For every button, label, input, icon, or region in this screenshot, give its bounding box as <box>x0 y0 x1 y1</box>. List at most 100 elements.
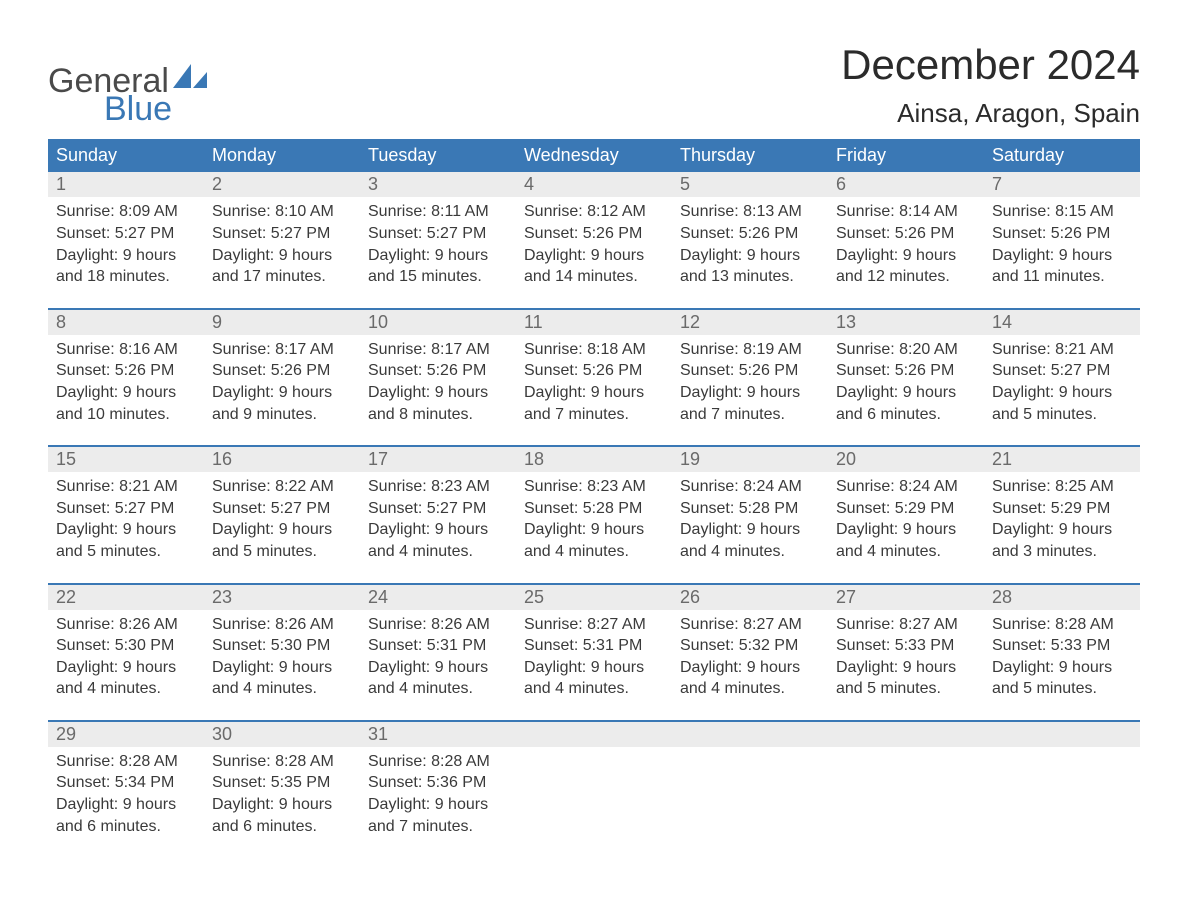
day-body <box>828 747 984 845</box>
day-sunset: Sunset: 5:30 PM <box>56 635 196 657</box>
calendar-body: 1Sunrise: 8:09 AMSunset: 5:27 PMDaylight… <box>48 172 1140 857</box>
day-daylight2: and 4 minutes. <box>836 541 976 563</box>
day-sunset: Sunset: 5:27 PM <box>212 498 352 520</box>
day-sunset: Sunset: 5:26 PM <box>368 360 508 382</box>
day-body: Sunrise: 8:15 AMSunset: 5:26 PMDaylight:… <box>984 197 1140 307</box>
day-daylight2: and 4 minutes. <box>524 678 664 700</box>
day-body: Sunrise: 8:24 AMSunset: 5:28 PMDaylight:… <box>672 472 828 582</box>
calendar-day-cell: 9Sunrise: 8:17 AMSunset: 5:26 PMDaylight… <box>204 309 360 446</box>
day-daylight2: and 5 minutes. <box>56 541 196 563</box>
day-daylight1: Daylight: 9 hours <box>368 657 508 679</box>
calendar-day-cell: 15Sunrise: 8:21 AMSunset: 5:27 PMDayligh… <box>48 446 204 583</box>
day-sunrise: Sunrise: 8:13 AM <box>680 201 820 223</box>
day-daylight2: and 4 minutes. <box>212 678 352 700</box>
day-body: Sunrise: 8:27 AMSunset: 5:33 PMDaylight:… <box>828 610 984 720</box>
weekday-header: Monday <box>204 139 360 172</box>
day-number: 13 <box>828 310 984 335</box>
day-sunrise: Sunrise: 8:09 AM <box>56 201 196 223</box>
day-daylight1: Daylight: 9 hours <box>368 519 508 541</box>
day-body: Sunrise: 8:20 AMSunset: 5:26 PMDaylight:… <box>828 335 984 445</box>
day-body: Sunrise: 8:24 AMSunset: 5:29 PMDaylight:… <box>828 472 984 582</box>
day-number: 4 <box>516 172 672 197</box>
day-sunrise: Sunrise: 8:28 AM <box>56 751 196 773</box>
day-sunset: Sunset: 5:26 PM <box>680 223 820 245</box>
day-daylight1: Daylight: 9 hours <box>524 519 664 541</box>
day-body: Sunrise: 8:21 AMSunset: 5:27 PMDaylight:… <box>48 472 204 582</box>
day-sunset: Sunset: 5:26 PM <box>524 360 664 382</box>
day-daylight1: Daylight: 9 hours <box>680 519 820 541</box>
day-daylight2: and 8 minutes. <box>368 404 508 426</box>
day-daylight1: Daylight: 9 hours <box>212 382 352 404</box>
day-sunrise: Sunrise: 8:26 AM <box>56 614 196 636</box>
day-sunset: Sunset: 5:26 PM <box>836 360 976 382</box>
day-sunset: Sunset: 5:30 PM <box>212 635 352 657</box>
page: General Blue December 2024 Ainsa, Aragon… <box>0 0 1188 897</box>
calendar-day-cell: 14Sunrise: 8:21 AMSunset: 5:27 PMDayligh… <box>984 309 1140 446</box>
day-sunset: Sunset: 5:28 PM <box>680 498 820 520</box>
day-sunrise: Sunrise: 8:14 AM <box>836 201 976 223</box>
calendar-day-cell: 29Sunrise: 8:28 AMSunset: 5:34 PMDayligh… <box>48 721 204 857</box>
day-body: Sunrise: 8:18 AMSunset: 5:26 PMDaylight:… <box>516 335 672 445</box>
day-sunrise: Sunrise: 8:15 AM <box>992 201 1132 223</box>
day-body: Sunrise: 8:27 AMSunset: 5:31 PMDaylight:… <box>516 610 672 720</box>
day-daylight2: and 12 minutes. <box>836 266 976 288</box>
day-number <box>828 722 984 747</box>
day-body: Sunrise: 8:26 AMSunset: 5:31 PMDaylight:… <box>360 610 516 720</box>
calendar-week-row: 29Sunrise: 8:28 AMSunset: 5:34 PMDayligh… <box>48 721 1140 857</box>
calendar-day-cell: 11Sunrise: 8:18 AMSunset: 5:26 PMDayligh… <box>516 309 672 446</box>
day-daylight1: Daylight: 9 hours <box>836 382 976 404</box>
day-number: 28 <box>984 585 1140 610</box>
day-sunrise: Sunrise: 8:25 AM <box>992 476 1132 498</box>
day-number <box>672 722 828 747</box>
calendar-table: Sunday Monday Tuesday Wednesday Thursday… <box>48 139 1140 857</box>
day-daylight2: and 5 minutes. <box>212 541 352 563</box>
day-number: 12 <box>672 310 828 335</box>
day-daylight2: and 6 minutes. <box>836 404 976 426</box>
day-daylight1: Daylight: 9 hours <box>212 245 352 267</box>
calendar-day-cell: 10Sunrise: 8:17 AMSunset: 5:26 PMDayligh… <box>360 309 516 446</box>
day-sunrise: Sunrise: 8:26 AM <box>368 614 508 636</box>
day-number: 31 <box>360 722 516 747</box>
day-sunset: Sunset: 5:29 PM <box>836 498 976 520</box>
calendar-day-cell: 13Sunrise: 8:20 AMSunset: 5:26 PMDayligh… <box>828 309 984 446</box>
calendar-day-cell: 20Sunrise: 8:24 AMSunset: 5:29 PMDayligh… <box>828 446 984 583</box>
location-subtitle: Ainsa, Aragon, Spain <box>841 98 1140 129</box>
day-sunset: Sunset: 5:28 PM <box>524 498 664 520</box>
day-number: 14 <box>984 310 1140 335</box>
day-sunrise: Sunrise: 8:28 AM <box>212 751 352 773</box>
day-daylight1: Daylight: 9 hours <box>56 519 196 541</box>
calendar-week-row: 1Sunrise: 8:09 AMSunset: 5:27 PMDaylight… <box>48 172 1140 308</box>
day-daylight1: Daylight: 9 hours <box>212 657 352 679</box>
day-daylight2: and 17 minutes. <box>212 266 352 288</box>
day-body: Sunrise: 8:22 AMSunset: 5:27 PMDaylight:… <box>204 472 360 582</box>
day-sunset: Sunset: 5:36 PM <box>368 772 508 794</box>
day-daylight1: Daylight: 9 hours <box>56 794 196 816</box>
day-sunset: Sunset: 5:27 PM <box>368 223 508 245</box>
day-number: 26 <box>672 585 828 610</box>
day-sunset: Sunset: 5:34 PM <box>56 772 196 794</box>
day-sunrise: Sunrise: 8:24 AM <box>836 476 976 498</box>
day-number: 23 <box>204 585 360 610</box>
weekday-header: Thursday <box>672 139 828 172</box>
calendar-day-cell: 8Sunrise: 8:16 AMSunset: 5:26 PMDaylight… <box>48 309 204 446</box>
day-daylight2: and 5 minutes. <box>992 404 1132 426</box>
day-daylight2: and 4 minutes. <box>680 541 820 563</box>
calendar-day-cell: 16Sunrise: 8:22 AMSunset: 5:27 PMDayligh… <box>204 446 360 583</box>
day-sunset: Sunset: 5:26 PM <box>680 360 820 382</box>
day-sunrise: Sunrise: 8:18 AM <box>524 339 664 361</box>
day-daylight2: and 4 minutes. <box>368 678 508 700</box>
day-daylight1: Daylight: 9 hours <box>836 245 976 267</box>
day-body <box>516 747 672 845</box>
header: General Blue December 2024 Ainsa, Aragon… <box>48 40 1140 129</box>
day-daylight2: and 7 minutes. <box>680 404 820 426</box>
brand-sail-icon <box>173 60 207 94</box>
day-sunrise: Sunrise: 8:28 AM <box>992 614 1132 636</box>
day-number: 1 <box>48 172 204 197</box>
day-body: Sunrise: 8:28 AMSunset: 5:33 PMDaylight:… <box>984 610 1140 720</box>
day-number <box>516 722 672 747</box>
day-daylight1: Daylight: 9 hours <box>368 245 508 267</box>
day-daylight2: and 4 minutes. <box>368 541 508 563</box>
day-body: Sunrise: 8:16 AMSunset: 5:26 PMDaylight:… <box>48 335 204 445</box>
day-sunset: Sunset: 5:31 PM <box>524 635 664 657</box>
day-daylight2: and 3 minutes. <box>992 541 1132 563</box>
